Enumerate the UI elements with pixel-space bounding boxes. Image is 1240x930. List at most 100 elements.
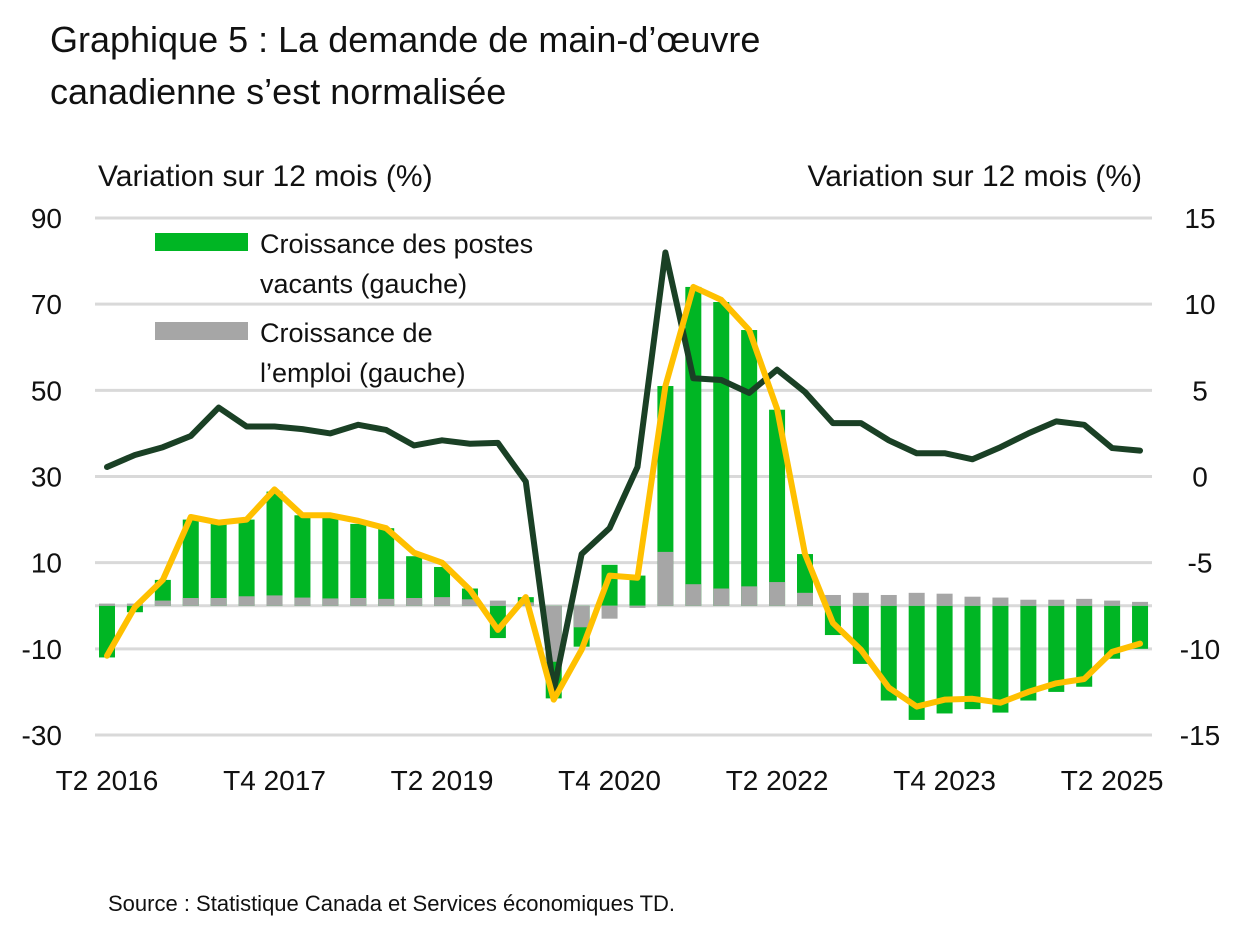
bar-vacancies [936,605,953,714]
bar-employment [992,597,1009,606]
bar-vacancies [350,523,367,606]
bar-employment [1104,600,1121,606]
bar-vacancies [1076,605,1093,687]
source-note: Source : Statistique Canada et Services … [108,891,675,916]
left-tick-label: 30 [31,462,62,493]
bar-employment [601,605,618,619]
bar-employment [461,599,478,606]
bar-vacancies [294,515,311,606]
right-axis-label: Variation sur 12 mois (%) [807,160,1142,193]
bar-vacancies [489,605,506,639]
bar-employment [378,598,395,606]
right-tick-label: -15 [1180,720,1220,751]
bar-employment [1020,599,1037,606]
right-tick-label: 15 [1184,203,1215,234]
bar-employment [1132,601,1149,606]
bar-employment [322,598,339,606]
bar-employment [713,588,730,606]
bar-employment [908,592,925,606]
bar-vacancies [741,330,758,606]
bar-employment [797,592,813,606]
bar-employment [1048,599,1065,606]
bar-employment [852,592,869,606]
bar-vacancies [908,605,925,720]
bar-vacancies [685,286,702,606]
bar-vacancies [964,605,981,710]
bar-vacancies [322,515,339,606]
bar-employment [769,582,786,606]
legend-swatch-vacancies [155,233,248,251]
bar-employment [99,603,115,606]
legend-swatch-employment [155,322,248,340]
bar-employment [154,600,171,606]
right-tick-label: 0 [1192,462,1208,493]
bar-vacancies [1132,605,1149,649]
bar-vacancies [1048,605,1065,692]
bar-vacancies [266,491,283,606]
x-axis-ticks: T2 2016 T4 2017 T2 2019 T4 2020 T2 2022 T4 20… [56,765,1164,796]
line-dark [104,249,1144,694]
left-tick-label: 70 [31,289,62,320]
bar-employment [434,597,451,606]
line-yellow [104,283,1144,710]
left-tick-label: 10 [31,548,62,579]
bar-employment [266,595,283,606]
bar-employment [936,593,953,606]
bar-employment [880,594,897,606]
bar-employment [573,605,590,628]
bar-vacancies [378,528,395,606]
bar-vacancies [629,575,646,606]
left-axis-ticks: 90 70 50 30 10 -10 -30 [22,203,62,751]
right-axis-ticks: 15 10 5 0 -5 -10 -15 [1180,203,1220,751]
left-axis-label: Variation sur 12 mois (%) [98,160,433,193]
bar-employment [629,605,646,608]
chart-title-line-1: Graphique 5 : La demande de main-d’œuvre [50,19,760,60]
chart-title-line-2: canadienne s’est normalisée [50,71,506,112]
bar-vacancies [1020,605,1037,701]
bar-vacancies [713,302,730,606]
x-tick-label: T2 2022 [726,765,829,796]
left-tick-label: 50 [31,375,62,406]
lines [104,249,1144,710]
x-tick-label: T2 2019 [391,765,494,796]
bar-employment [182,597,199,606]
bar-employment [657,551,674,606]
left-tick-label: -30 [22,720,62,751]
bar-employment [824,594,841,606]
bar-vacancies [992,605,1009,713]
bar-vacancies [1104,605,1121,659]
x-tick-label: T4 2020 [558,765,661,796]
x-tick-label: T4 2017 [223,765,326,796]
bar-employment [350,597,367,606]
legend: Croissance des postes vacants (gauche) C… [155,229,533,388]
bar-vacancies [406,556,423,606]
bar-employment [489,600,506,606]
legend-label-employment-2: l’emploi (gauche) [260,358,466,388]
x-tick-label: T2 2025 [1061,765,1164,796]
left-tick-label: -10 [22,634,62,665]
bar-employment [406,597,423,606]
bar-employment [210,597,227,606]
bar-vacancies [769,409,786,606]
x-tick-label: T2 2016 [56,765,159,796]
left-tick-label: 90 [31,203,62,234]
right-tick-label: -10 [1180,634,1220,665]
bar-employment [964,596,981,606]
x-tick-label: T4 2023 [893,765,996,796]
bar-vacancies [434,566,451,606]
bar-vacancies [182,519,199,606]
right-tick-label: 10 [1184,289,1215,320]
legend-label-employment-1: Croissance de [260,318,433,348]
legend-label-vacancies-2: vacants (gauche) [260,269,467,299]
right-tick-label: -5 [1188,548,1213,579]
bar-employment [685,584,702,606]
bar-vacancies [657,386,674,606]
right-tick-label: 5 [1192,375,1208,406]
bar-employment [1076,598,1093,606]
bar-employment [294,597,311,606]
bar-vacancies [238,519,255,606]
bar-employment [741,586,758,606]
bar-employment [238,596,255,606]
bar-vacancies [880,605,897,701]
